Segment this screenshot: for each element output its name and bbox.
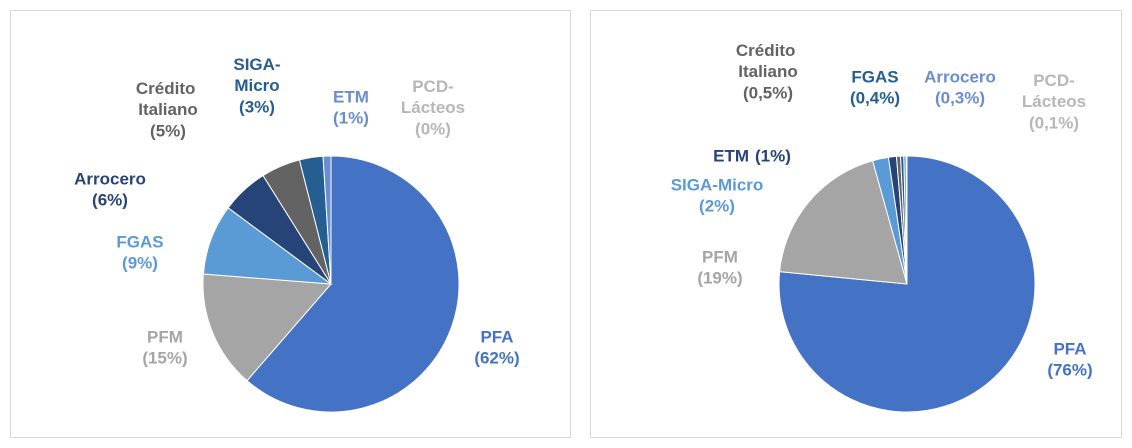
data-label-value: (0,3%) (935, 88, 985, 107)
data-label-name: PCD-Lácteos (401, 77, 465, 117)
data-label-name: Arrocero (924, 67, 996, 86)
pie-slice (322, 155, 332, 285)
data-label-name: FGAS (851, 67, 898, 86)
data-label-name: ETM (333, 87, 369, 106)
data-label-name: PFM (702, 247, 738, 266)
data-label-value: (2%) (699, 196, 735, 215)
pie-slice (905, 155, 908, 285)
data-label-name: SIGA-Micro (233, 55, 280, 95)
data-label-value: (15%) (142, 348, 187, 367)
data-label-value: (9%) (122, 253, 158, 272)
data-label-value: (3%) (239, 97, 275, 116)
data-label-name: Arrocero (74, 169, 146, 188)
data-label-name: FGAS (116, 232, 163, 251)
data-label-name: PFA (480, 327, 513, 346)
data-label-name: PCD-Lácteos (1022, 71, 1086, 111)
pie-slice (202, 273, 333, 382)
data-label-name: Crédito Italiano (136, 79, 200, 119)
data-label-name: ETM (713, 146, 749, 165)
data-label-value: (0,5%) (743, 83, 793, 102)
data-label-name: Crédito Italiano (736, 41, 800, 81)
data-label-value: (1%) (755, 146, 791, 165)
data-label-name: PFM (147, 327, 183, 346)
data-label-value: (1%) (333, 108, 369, 127)
data-label-name: PFA (1053, 339, 1086, 358)
pie-slice (246, 155, 460, 413)
data-label-value: (19%) (697, 268, 742, 287)
data-label-value: (76%) (1047, 360, 1092, 379)
data-label-name: SIGA-Micro (671, 175, 764, 194)
pie-slice (778, 155, 1036, 413)
pie-slice (779, 160, 908, 285)
data-label-value: (6%) (92, 190, 128, 209)
data-label-value: (0,4%) (850, 88, 900, 107)
data-label-value: (0%) (415, 119, 451, 138)
data-label-value: (0,1%) (1029, 113, 1079, 132)
data-label-value: (62%) (474, 348, 519, 367)
data-label-value: (5%) (150, 121, 186, 140)
